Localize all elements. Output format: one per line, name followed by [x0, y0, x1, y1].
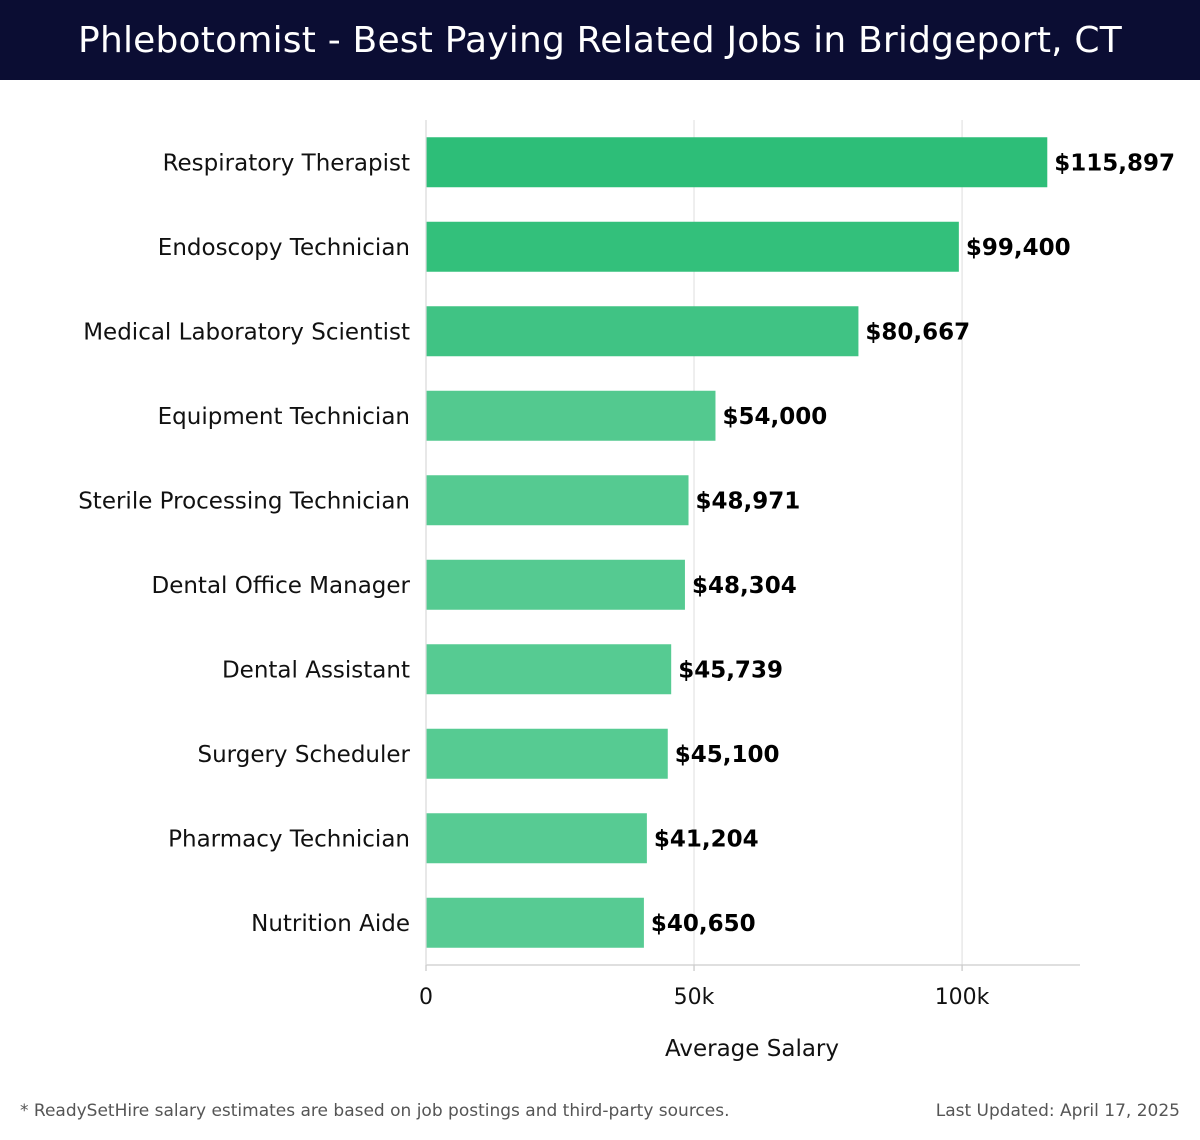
- bar: [426, 728, 668, 779]
- x-axis: 0 50k 100k: [419, 120, 1080, 1010]
- value-label: $99,400: [966, 235, 1071, 261]
- category-label: Dental Assistant: [222, 657, 410, 683]
- category-label: Pharmacy Technician: [168, 826, 410, 852]
- category-label: Sterile Processing Technician: [78, 488, 410, 514]
- bar: [426, 813, 647, 864]
- bar: [426, 137, 1048, 188]
- x-tick-label: 50k: [674, 985, 715, 1010]
- value-label: $54,000: [722, 404, 827, 430]
- category-label: Respiratory Therapist: [163, 150, 410, 176]
- value-label: $45,739: [678, 657, 783, 683]
- bar: [426, 390, 716, 441]
- bar: [426, 475, 689, 526]
- x-tick-label: 0: [419, 985, 433, 1010]
- header-banner: Phlebotomist - Best Paying Related Jobs …: [0, 0, 1200, 80]
- salary-bar-chart: Respiratory Therapist $115,897 Endoscopy T…: [78, 120, 1175, 1062]
- value-label: $80,667: [865, 319, 970, 345]
- bar: [426, 644, 672, 695]
- value-label: $48,971: [696, 488, 801, 514]
- x-tick-label: 100k: [935, 985, 990, 1010]
- footer-note: * ReadySetHire salary estimates are base…: [20, 1101, 730, 1121]
- category-label: Medical Laboratory Scientist: [83, 319, 410, 345]
- value-label: $48,304: [692, 573, 797, 599]
- chart-title: Phlebotomist - Best Paying Related Jobs …: [78, 19, 1122, 61]
- value-label: $115,897: [1054, 150, 1175, 176]
- bar: [426, 897, 644, 948]
- bar: [426, 221, 959, 272]
- bars: Respiratory Therapist $115,897 Endoscopy T…: [78, 137, 1175, 948]
- value-label: $41,204: [654, 826, 759, 852]
- category-label: Surgery Scheduler: [197, 742, 410, 768]
- last-updated: Last Updated: April 17, 2025: [935, 1101, 1180, 1121]
- category-label: Nutrition Aide: [251, 911, 410, 937]
- bar: [426, 559, 685, 610]
- value-label: $40,650: [651, 911, 756, 937]
- category-label: Endoscopy Technician: [158, 235, 410, 261]
- bar: [426, 306, 859, 357]
- value-label: $45,100: [675, 742, 780, 768]
- x-axis-label: Average Salary: [665, 1036, 839, 1062]
- category-label: Dental Office Manager: [151, 573, 410, 599]
- category-label: Equipment Technician: [158, 404, 410, 430]
